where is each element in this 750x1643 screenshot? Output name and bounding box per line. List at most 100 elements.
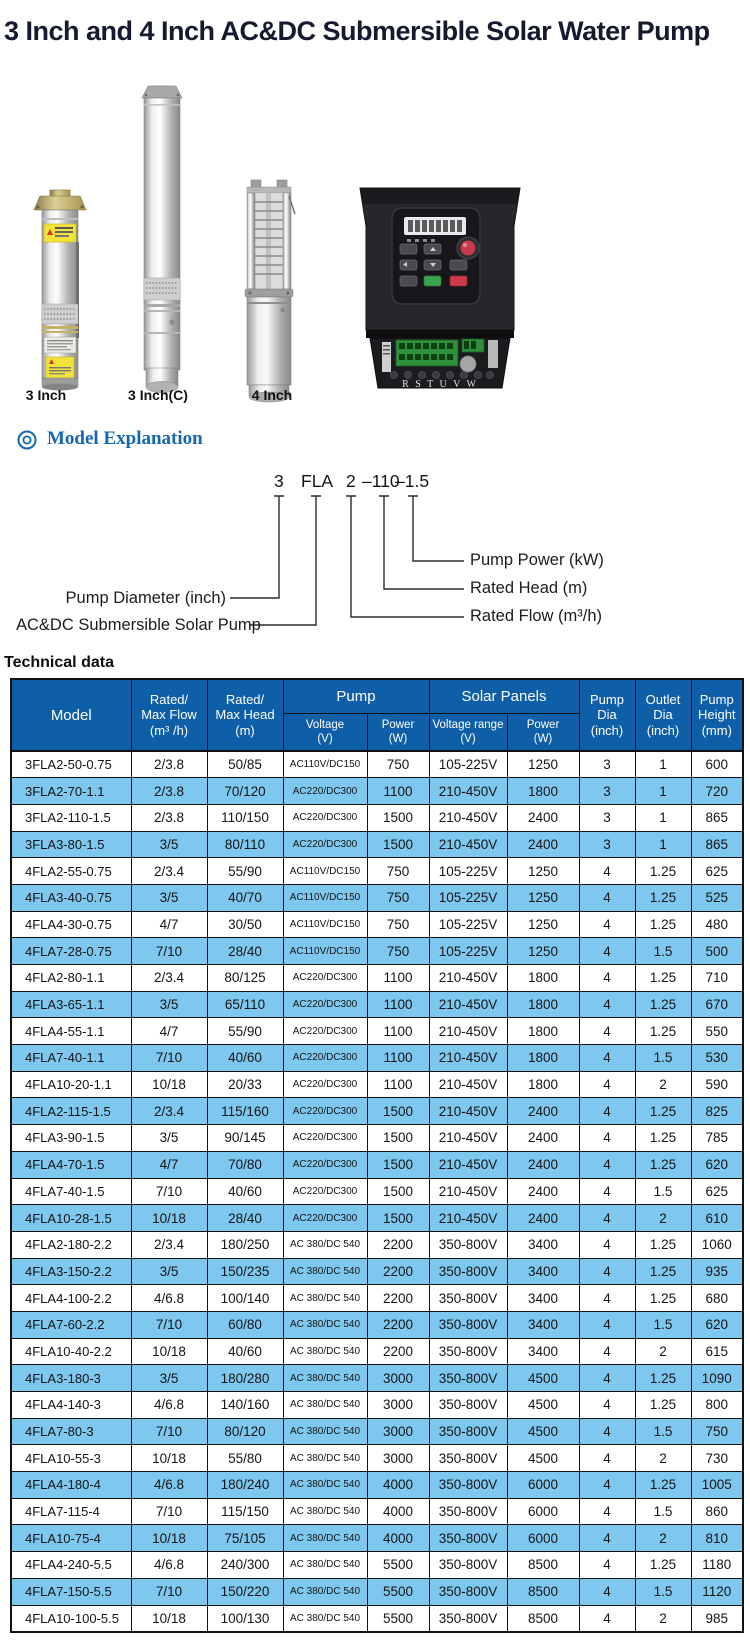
cell-flow: 7/10 [130, 1417, 208, 1446]
cell-head: 115/160 [206, 1097, 284, 1126]
cell-pump-height: 810 [690, 1524, 744, 1553]
cell-solar-voltage-range: 350-800V [428, 1284, 508, 1312]
cell-pump-dia: 4 [578, 1257, 636, 1286]
cell-solar-power: 3400 [506, 1284, 580, 1312]
cell-outlet-dia: 1.5 [634, 937, 692, 965]
cell-flow: 10/18 [130, 1444, 208, 1473]
cell-flow: 10/18 [130, 1524, 208, 1553]
pump-3inch-c-image [141, 85, 183, 393]
cell-flow: 4/6.8 [130, 1471, 208, 1499]
table-row: 4FLA7-60-2.2 7/10 60/80 AC 380/DC 540 2200 35… [10, 1310, 744, 1339]
cell-pump-height: 935 [690, 1257, 744, 1286]
cell-solar-power: 2400 [506, 1124, 580, 1152]
cell-flow: 3/5 [130, 1257, 208, 1286]
cell-voltage: AC220/DC300 [282, 777, 368, 805]
cell-voltage: AC220/DC300 [282, 990, 368, 1019]
cell-solar-power: 6000 [506, 1524, 580, 1553]
cell-voltage: AC220/DC300 [282, 964, 368, 992]
cell-solar-power: 2400 [506, 803, 580, 832]
cell-pump-height: 825 [690, 1097, 744, 1126]
cell-pump-power: 1100 [366, 964, 430, 992]
cell-outlet-dia: 1.25 [634, 1097, 692, 1126]
cell-solar-power: 4500 [506, 1364, 580, 1392]
cell-head: 75/105 [206, 1524, 284, 1553]
cell-outlet-dia: 1.25 [634, 883, 692, 912]
cell-pump-height: 1090 [690, 1364, 744, 1392]
cell-solar-power: 2400 [506, 1204, 580, 1232]
cell-pump-dia: 4 [578, 1391, 636, 1419]
cell-head: 40/60 [206, 1337, 284, 1366]
model-code-head: –110 [362, 471, 400, 491]
controller-image: R S T U V W [359, 187, 521, 390]
cell-outlet-dia: 1.25 [634, 1391, 692, 1419]
cell-head: 28/40 [206, 937, 284, 965]
cell-pump-height: 625 [690, 1177, 744, 1206]
cell-pump-power: 1100 [366, 1070, 430, 1099]
table-row: 4FLA10-40-2.2 10/18 40/60 AC 380/DC 540 2200… [10, 1337, 744, 1366]
cell-outlet-dia: 1.5 [634, 1497, 692, 1526]
cell-flow: 7/10 [130, 1310, 208, 1339]
product-label-3inch-c: 3 Inch(C) [128, 387, 188, 403]
cell-pump-height: 1120 [690, 1577, 744, 1606]
cell-outlet-dia: 1.25 [634, 1551, 692, 1579]
cell-pump-dia: 4 [578, 1044, 636, 1072]
cell-voltage: AC220/DC300 [282, 803, 368, 832]
cell-pump-dia: 4 [578, 990, 636, 1019]
cell-flow: 7/10 [130, 1044, 208, 1072]
cell-flow: 3/5 [130, 1124, 208, 1152]
cell-flow: 7/10 [130, 1577, 208, 1606]
cell-solar-power: 3400 [506, 1337, 580, 1366]
cell-pump-dia: 4 [578, 1524, 636, 1553]
cell-pump-power: 4000 [366, 1471, 430, 1499]
cell-head: 100/130 [206, 1604, 284, 1633]
cell-pump-dia: 4 [578, 1604, 636, 1633]
cell-pump-power: 2200 [366, 1310, 430, 1339]
cell-outlet-dia: 1 [634, 750, 692, 779]
cell-pump-dia: 4 [578, 910, 636, 939]
cell-solar-voltage-range: 105-225V [428, 937, 508, 965]
cell-model: 4FLA4-100-2.2 [10, 1284, 132, 1312]
cell-pump-height: 730 [690, 1444, 744, 1473]
cell-solar-power: 8500 [506, 1551, 580, 1579]
table-row: 4FLA2-80-1.1 2/3.4 80/125 AC220/DC300 1100 21… [10, 964, 744, 992]
cell-pump-height: 800 [690, 1391, 744, 1419]
cell-model: 4FLA2-180-2.2 [10, 1230, 132, 1259]
cell-pump-height: 1005 [690, 1471, 744, 1499]
cell-pump-dia: 4 [578, 1070, 636, 1099]
cell-model: 4FLA7-40-1.5 [10, 1177, 132, 1206]
cell-outlet-dia: 2 [634, 1337, 692, 1366]
table-row: 4FLA3-65-1.1 3/5 65/110 AC220/DC300 1100 210-… [10, 990, 744, 1019]
cell-pump-height: 710 [690, 964, 744, 992]
cell-model: 4FLA4-70-1.5 [10, 1150, 132, 1179]
cell-voltage: AC 380/DC 540 [282, 1230, 368, 1259]
model-connector-lines [230, 495, 464, 626]
col-header-model: Model [10, 678, 132, 752]
cell-model: 4FLA7-40-1.1 [10, 1044, 132, 1072]
cell-outlet-dia: 1.25 [634, 1471, 692, 1499]
cell-voltage: AC 380/DC 540 [282, 1577, 368, 1606]
table-row: 3FLA2-70-1.1 2/3.8 70/120 AC220/DC300 1100 21… [10, 777, 744, 805]
cell-pump-dia: 4 [578, 1497, 636, 1526]
cell-pump-dia: 3 [578, 803, 636, 832]
cell-pump-height: 620 [690, 1310, 744, 1339]
col-header-pump-height: Pump Height (mm) [690, 678, 744, 752]
cell-solar-voltage-range: 105-225V [428, 883, 508, 912]
cell-pump-power: 5500 [366, 1551, 430, 1579]
cell-flow: 3/5 [130, 883, 208, 912]
cell-head: 30/50 [206, 910, 284, 939]
table-row: 4FLA4-140-3 4/6.8 140/160 AC 380/DC 540 3000… [10, 1391, 744, 1419]
cell-pump-power: 1500 [366, 1177, 430, 1206]
cell-pump-height: 750 [690, 1417, 744, 1446]
cell-outlet-dia: 1 [634, 830, 692, 859]
cell-pump-power: 2200 [366, 1284, 430, 1312]
table-row: 4FLA2-115-1.5 2/3.4 115/160 AC220/DC300 1500… [10, 1097, 744, 1126]
cell-solar-power: 6000 [506, 1497, 580, 1526]
table-row: 3FLA2-110-1.5 2/3.8 110/150 AC220/DC300 1500… [10, 803, 744, 832]
cell-solar-power: 1800 [506, 777, 580, 805]
cell-head: 115/150 [206, 1497, 284, 1526]
cell-pump-height: 1180 [690, 1551, 744, 1579]
cell-head: 55/80 [206, 1444, 284, 1473]
cell-head: 180/250 [206, 1230, 284, 1259]
cell-model: 4FLA2-55-0.75 [10, 857, 132, 885]
controller-terminal-labels: R S T U V W [402, 379, 478, 390]
